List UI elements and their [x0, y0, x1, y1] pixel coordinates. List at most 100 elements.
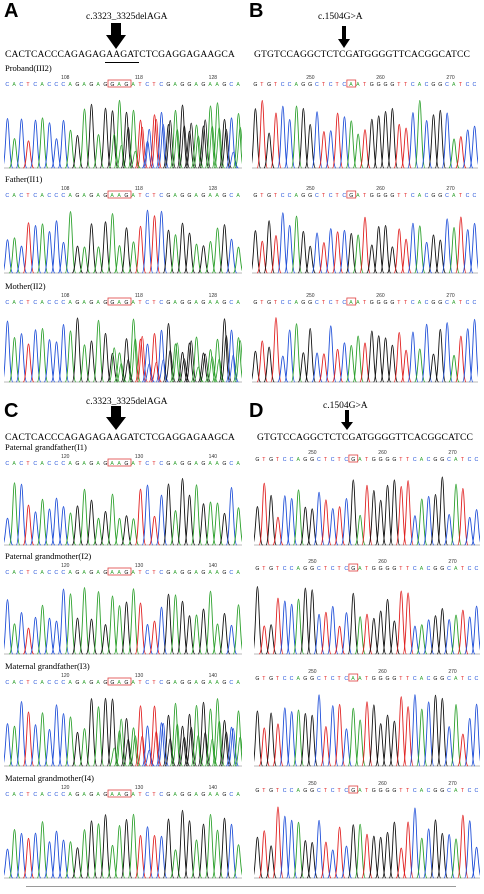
base-call: A [194, 193, 198, 199]
base-call: G [187, 300, 191, 306]
trace-peak [263, 346, 275, 383]
trace-peak [311, 352, 323, 383]
base-call: C [344, 457, 348, 463]
trace-peak [183, 713, 196, 767]
trace-peak [400, 238, 412, 274]
base-call: T [461, 676, 465, 682]
trace-peak [457, 733, 469, 767]
base-call: G [383, 82, 387, 88]
base-call: G [75, 82, 79, 88]
base-call: T [461, 788, 465, 794]
arrow-down-icon-b [338, 26, 350, 48]
base-call: C [54, 193, 58, 199]
base-call: G [180, 193, 184, 199]
position-number: 108 [61, 186, 70, 192]
trace-peak [347, 707, 359, 767]
trace-peak [299, 587, 311, 655]
panel-letter-b: B [249, 0, 264, 22]
trace-peak [292, 489, 305, 546]
base-call: G [103, 82, 107, 88]
trace-peak [71, 245, 84, 274]
trace-peak [155, 111, 168, 169]
reference-sequence-d: GTGTCCAGGCTCTCGATGGGGTTCACGGCATCC [257, 432, 473, 443]
base-call: T [324, 676, 328, 682]
base-call: A [420, 676, 424, 682]
base-call: A [356, 193, 360, 199]
mutation-label-a: c.3323_3325delAGA [86, 12, 168, 22]
base-call: C [468, 566, 472, 572]
base-call: C [229, 792, 233, 798]
base-call: A [12, 570, 16, 576]
base-call: C [427, 788, 431, 794]
trace-peak [22, 343, 35, 383]
base-call: T [406, 676, 410, 682]
base-call: T [138, 570, 142, 576]
trace-peak [113, 352, 126, 383]
track-label-father: Father(II1) [5, 174, 43, 184]
trace-peak [225, 487, 238, 546]
base-call: G [385, 457, 389, 463]
base-call: A [173, 680, 177, 686]
trace-peak [334, 826, 346, 879]
base-call: A [296, 788, 300, 794]
base-call: C [283, 566, 287, 572]
trace-peak [347, 824, 359, 879]
trace-peak [78, 488, 91, 546]
trace-peak [204, 105, 217, 169]
base-call: C [159, 570, 163, 576]
trace-peak [85, 698, 98, 767]
trace-peak [113, 517, 126, 546]
trace-peak [292, 598, 305, 655]
trace-peak [441, 218, 453, 274]
trace-peak [141, 484, 154, 546]
base-call: G [440, 788, 444, 794]
base-call: C [47, 680, 51, 686]
trace-peak [162, 714, 175, 767]
trace-peak [211, 227, 224, 274]
trace-peak [265, 712, 277, 767]
trace-peak [183, 494, 196, 546]
trace-peak [141, 624, 154, 655]
bottom-rule [26, 886, 456, 887]
position-number: 120 [61, 454, 70, 460]
trace-peak [400, 349, 412, 383]
base-call: A [131, 792, 135, 798]
base-call: G [377, 300, 381, 306]
base-call: T [152, 570, 156, 576]
base-call: T [397, 82, 401, 88]
base-call: C [159, 461, 163, 467]
trace-peak [279, 495, 291, 546]
trace-peak [423, 828, 435, 879]
base-call: C [331, 457, 335, 463]
base-call: C [315, 82, 319, 88]
trace-peak [92, 319, 105, 383]
trace-peak [272, 723, 284, 767]
trace-peak [265, 494, 277, 546]
trace-peak-secondary [171, 128, 183, 169]
trace-peak [232, 337, 242, 383]
trace-peak [92, 823, 105, 879]
trace-peak [176, 477, 189, 546]
base-call: G [187, 82, 191, 88]
trace-peak [211, 338, 224, 383]
trace-peak [252, 350, 262, 383]
base-call: G [89, 680, 93, 686]
trace-peak [141, 343, 154, 383]
arrow-down-icon-c [106, 406, 126, 430]
trace-peak [29, 225, 42, 274]
base-call: T [26, 300, 30, 306]
base-call: T [461, 566, 465, 572]
base-call: G [431, 300, 435, 306]
trace-peak-secondary [136, 735, 148, 767]
base-call: C [466, 82, 470, 88]
trace-peak-secondary [192, 135, 204, 169]
base-call: G [166, 82, 170, 88]
base-call: A [82, 461, 86, 467]
base-call: A [12, 680, 16, 686]
trace-peak [306, 714, 318, 767]
base-call: C [473, 82, 477, 88]
base-call: T [404, 300, 408, 306]
base-call: C [447, 788, 451, 794]
